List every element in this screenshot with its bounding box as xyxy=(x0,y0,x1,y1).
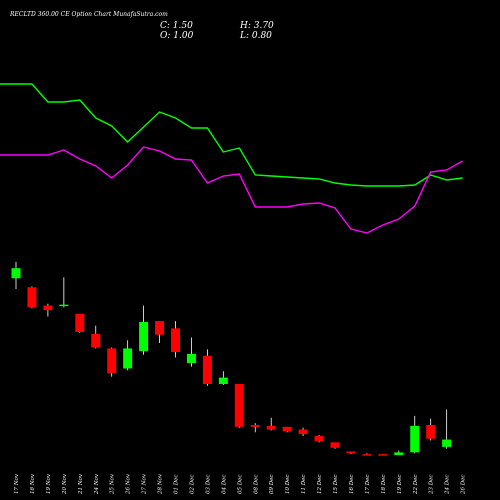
x-tick-label: 18 Nov xyxy=(30,473,36,494)
x-tick-label: 17 Dec xyxy=(365,475,371,495)
x-tick-label: 27 Nov xyxy=(142,473,148,495)
open-value: O: 1.00 xyxy=(160,31,194,41)
candle-body xyxy=(298,429,308,435)
candle-body xyxy=(91,333,101,348)
x-tick-label: 12 Dec xyxy=(317,475,323,495)
x-tick-label: 05 Dec xyxy=(237,475,243,495)
x-tick-label: 08 Dec xyxy=(253,475,259,495)
x-tick-label: 28 Nov xyxy=(158,473,164,495)
candle-body xyxy=(218,377,228,384)
candle-body xyxy=(202,355,212,384)
candle-body xyxy=(27,287,37,308)
x-tick-label: 24 Dec xyxy=(445,475,451,496)
x-tick-label: 19 Dec xyxy=(397,475,403,495)
x-tick-label: 23 Dec xyxy=(429,475,435,496)
x-tick-label: 26 Dec xyxy=(461,475,467,496)
x-tick-label: 18 Dec xyxy=(381,475,387,495)
chart-title: RECLTD 360.00 CE Option Chart MunafaSutr… xyxy=(10,11,168,18)
candle-body xyxy=(107,348,117,374)
candle-body xyxy=(362,454,372,456)
candle-body xyxy=(250,425,260,427)
x-tick-label: 01 Dec xyxy=(174,475,180,495)
x-tick-label: 09 Dec xyxy=(269,475,275,495)
x-tick-label: 24 Nov xyxy=(94,473,100,495)
high-value: H: 3.70 xyxy=(240,21,274,31)
candle-body xyxy=(11,268,21,279)
indicator-line-1 xyxy=(0,83,463,187)
x-tick-label: 16 Dec xyxy=(349,475,355,495)
x-tick-label: 17 Nov xyxy=(14,473,20,494)
x-tick-label: 25 Nov xyxy=(110,473,116,495)
candle-body xyxy=(155,321,165,335)
x-tick-label: 03 Dec xyxy=(205,475,211,495)
x-tick-label: 21 Nov xyxy=(78,473,84,495)
x-tick-label: 04 Dec xyxy=(221,475,227,495)
candle-body xyxy=(442,439,452,447)
candle-body xyxy=(394,452,404,456)
x-tick-label: 22 Dec xyxy=(413,475,419,496)
candle-body xyxy=(330,442,340,448)
x-tick-label: 15 Dec xyxy=(333,475,339,495)
candle-body xyxy=(139,321,149,352)
x-tick-label: 20 Nov xyxy=(62,473,68,495)
close-value: C: 1.50 xyxy=(160,21,193,31)
candle-body xyxy=(426,425,436,439)
x-tick-label: 26 Nov xyxy=(126,473,132,495)
x-tick-label: 10 Dec xyxy=(285,475,291,495)
x-tick-label: 02 Dec xyxy=(189,475,195,495)
candle-body xyxy=(234,383,244,427)
candle-body xyxy=(266,425,276,430)
candle-body xyxy=(43,305,53,311)
indicator-line-2 xyxy=(0,146,463,234)
candle-body xyxy=(186,353,196,364)
candle-body xyxy=(59,304,69,307)
candle-body xyxy=(346,451,356,454)
low-value: L: 0.80 xyxy=(240,31,272,41)
candle-body xyxy=(410,425,420,453)
candle-body xyxy=(75,313,85,333)
x-tick-label: 19 Nov xyxy=(46,473,52,494)
candle-body xyxy=(171,328,180,353)
candle-body xyxy=(123,348,133,369)
candle-body xyxy=(314,435,324,442)
x-tick-label: 11 Dec xyxy=(301,475,307,495)
candle-body xyxy=(282,426,292,432)
candle-body xyxy=(378,454,388,456)
